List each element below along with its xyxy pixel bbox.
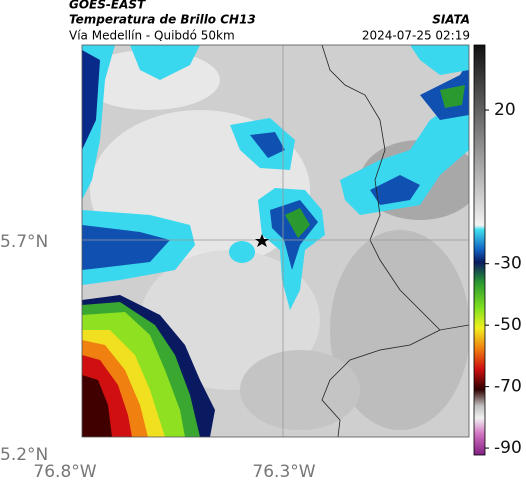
timestamp: 2024-07-25 02:19 — [362, 29, 470, 43]
lon-label: 76.8°W — [33, 462, 96, 482]
brand-label: SIATA — [432, 13, 470, 27]
lon-label: 76.3°W — [252, 462, 315, 482]
source-label: GOES-EAST — [69, 0, 146, 12]
colorbar-tick-label: -90 — [494, 438, 522, 458]
colorbar — [473, 44, 486, 456]
satellite-image — [82, 45, 469, 437]
route-label: Vía Medellín - Quibdó 50km — [69, 29, 235, 43]
lat-label: 5.2°N — [0, 445, 48, 465]
colorbar-tick-label: 20 — [494, 100, 516, 120]
title: Temperatura de Brillo CH13 — [69, 13, 256, 27]
colorbar-ticks: 20 -30 -50 -70 -90 — [485, 100, 522, 458]
lat-label: 5.7°N — [0, 232, 48, 252]
colorbar-tick-label: -70 — [494, 377, 522, 397]
colorbar-tick-label: -50 — [494, 315, 522, 335]
map-frame — [81, 44, 470, 438]
colorbar-tick-label: -30 — [494, 254, 522, 274]
